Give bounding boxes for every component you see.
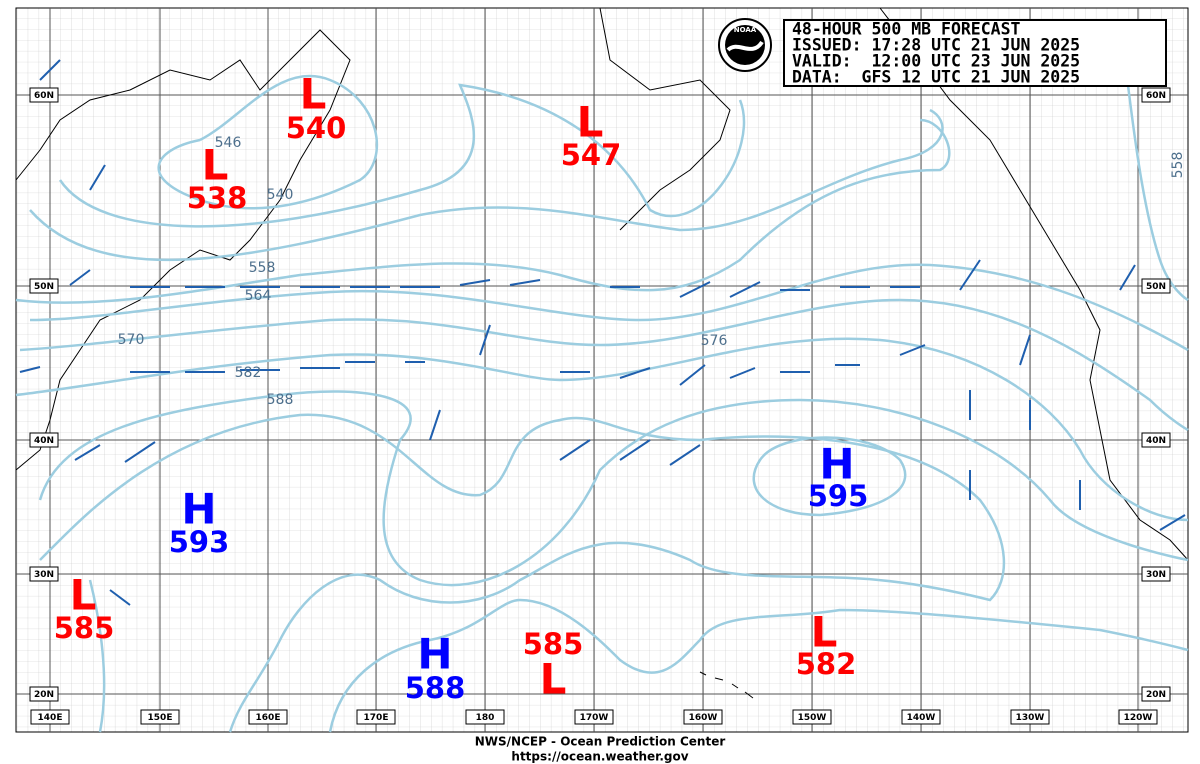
contour-label: 540 xyxy=(267,187,294,203)
center-value: 585 xyxy=(523,627,584,661)
contour-label: 582 xyxy=(235,365,262,381)
lat-label-box xyxy=(29,432,59,448)
center-value: 595 xyxy=(808,479,869,513)
lat-label: 50N xyxy=(34,282,54,292)
lon-label-box xyxy=(683,709,723,725)
lon-label: 140W xyxy=(907,713,936,723)
center-letter: L xyxy=(540,655,567,704)
lat-label-box xyxy=(1141,432,1171,448)
lon-label: 130W xyxy=(1016,713,1045,723)
lat-label-box xyxy=(29,686,59,702)
center-letter: L xyxy=(300,70,327,119)
lat-label: 30N xyxy=(1146,570,1166,580)
header-line: VALID: 12:00 UTC 23 JUN 2025 xyxy=(792,52,1080,71)
center-value: 547 xyxy=(561,138,622,172)
lat-label-box xyxy=(1141,566,1171,582)
contour-label: 564 xyxy=(245,288,272,304)
lat-label-box xyxy=(1141,87,1171,103)
lat-label: 40N xyxy=(34,436,54,446)
lon-label: 170E xyxy=(364,713,389,723)
lon-label: 150E xyxy=(148,713,173,723)
lat-label-box xyxy=(1141,686,1171,702)
center-letter: H xyxy=(819,440,854,489)
center-letter: L xyxy=(202,141,229,190)
lat-label: 20N xyxy=(34,690,54,700)
lon-label: 180 xyxy=(476,713,495,723)
center-letter: H xyxy=(417,630,452,679)
contour-label: 546 xyxy=(215,135,242,151)
header-line: ISSUED: 17:28 UTC 21 JUN 2025 xyxy=(792,36,1080,55)
footer-line: NWS/NCEP - Ocean Prediction Center xyxy=(475,735,726,749)
lon-label: 150W xyxy=(798,713,827,723)
lat-label: 50N xyxy=(1146,282,1166,292)
noaa-logo-inner xyxy=(725,25,765,65)
contour-label: 558 xyxy=(1170,152,1186,179)
center-letter: L xyxy=(811,608,838,657)
lat-label: 40N xyxy=(1146,436,1166,446)
lat-label-box xyxy=(29,566,59,582)
grid-area xyxy=(15,7,1189,733)
lon-label-box xyxy=(356,709,396,725)
noaa-logo-text: NOAA xyxy=(734,26,757,34)
center-value: 540 xyxy=(286,111,347,145)
lon-label-box xyxy=(574,709,614,725)
lon-label-box xyxy=(1118,709,1158,725)
contour-label: 576 xyxy=(701,333,728,349)
contour-label: 558 xyxy=(249,260,276,276)
center-value: 593 xyxy=(169,525,230,559)
lon-label-box xyxy=(140,709,180,725)
lon-label: 140E xyxy=(38,713,63,723)
contour-label: 588 xyxy=(267,392,294,408)
footer-line: https://ocean.weather.gov xyxy=(511,750,688,764)
center-letter: H xyxy=(181,485,216,534)
lat-label-box xyxy=(29,87,59,103)
noaa-logo-bird xyxy=(726,40,764,52)
lon-label-box xyxy=(465,709,505,725)
lat-label: 60N xyxy=(1146,91,1166,101)
center-value: 582 xyxy=(796,647,857,681)
center-value: 588 xyxy=(405,671,466,705)
lon-label: 170W xyxy=(580,713,609,723)
lat-label: 30N xyxy=(34,570,54,580)
lat-label-box xyxy=(29,278,59,294)
lon-label: 160W xyxy=(689,713,718,723)
center-letter: L xyxy=(577,98,604,147)
lon-label-box xyxy=(1010,709,1050,725)
lon-label-box xyxy=(792,709,832,725)
center-letter: L xyxy=(70,571,97,620)
labels: 140E 150E 160E 170E 180 170W 160W 150W 140W 130W 1… xyxy=(29,87,1186,725)
lon-label: 160E xyxy=(256,713,281,723)
wind-barbs xyxy=(19,59,1186,606)
lat-label-box xyxy=(1141,278,1171,294)
lon-label: 120W xyxy=(1124,713,1153,723)
lat-label: 20N xyxy=(1146,690,1166,700)
header-line: 48-HOUR 500 MB FORECAST xyxy=(792,20,1021,39)
center-value: 538 xyxy=(187,181,248,215)
center-value: 585 xyxy=(54,611,115,645)
lon-label-box xyxy=(30,709,70,725)
contour-label: 570 xyxy=(118,332,145,348)
lat-label: 60N xyxy=(34,91,54,101)
lon-label-box xyxy=(248,709,288,725)
header-box xyxy=(783,19,1167,87)
header-line: DATA: GFS 12 UTC 21 JUN 2025 xyxy=(792,68,1080,87)
lon-label-box xyxy=(901,709,941,725)
